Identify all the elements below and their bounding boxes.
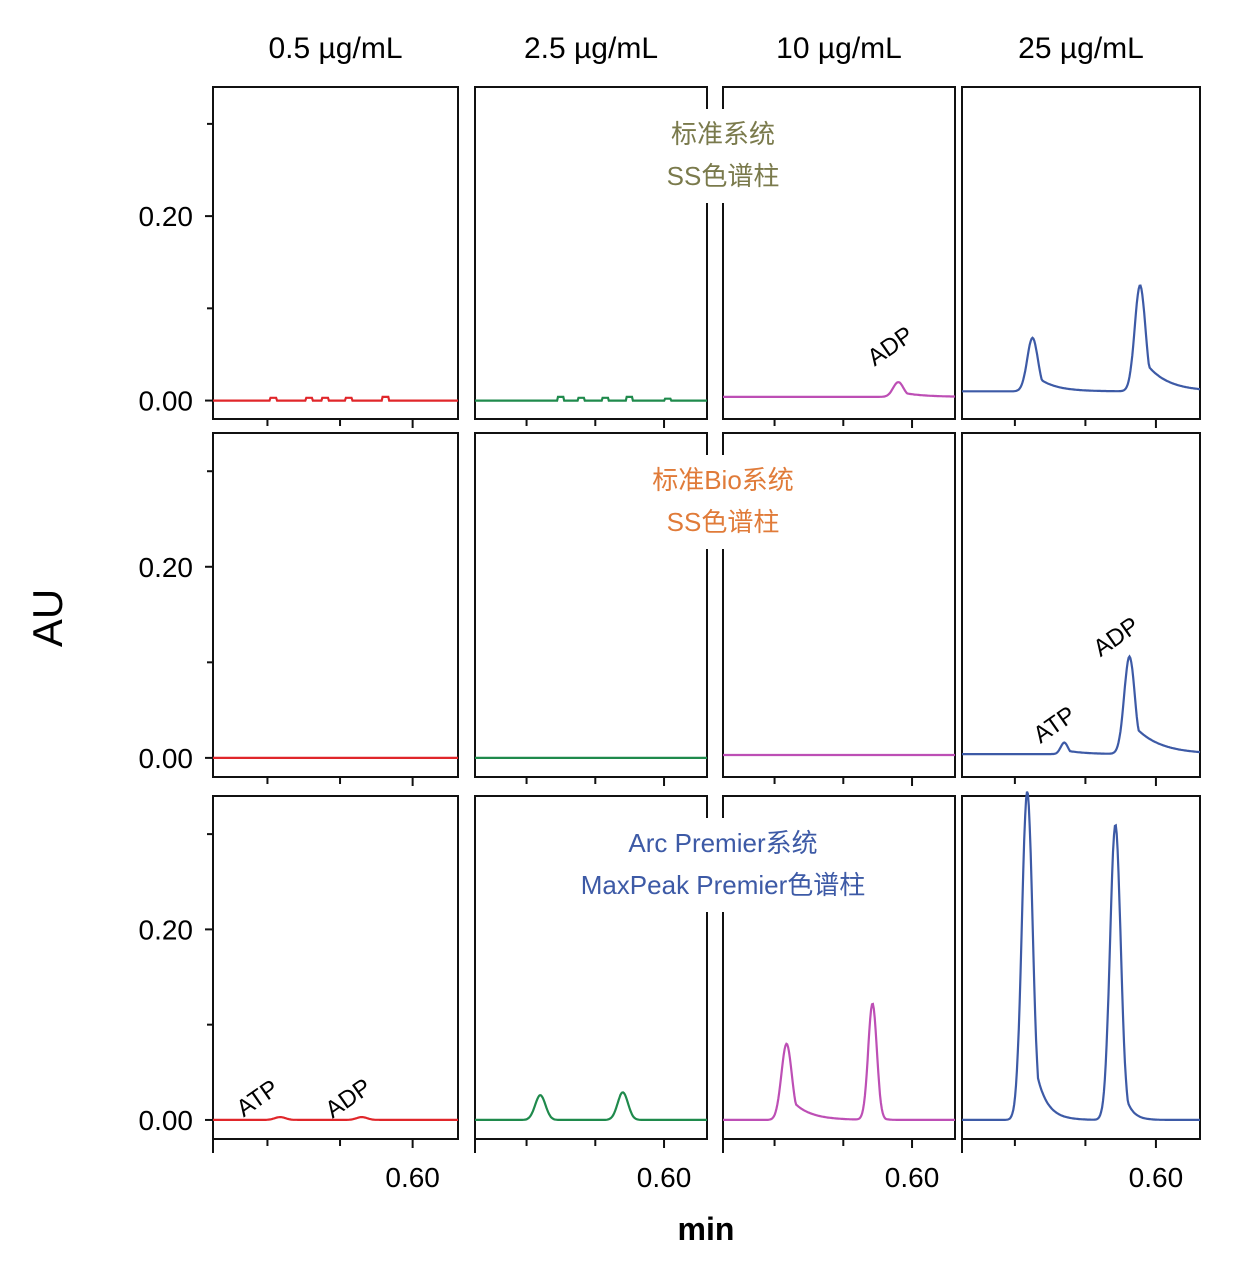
row-label-backdrop xyxy=(543,818,903,912)
panel-frame xyxy=(474,86,708,420)
y-tick-label: 0.00 xyxy=(139,1105,194,1136)
panel-r2-c0 xyxy=(212,795,459,1140)
row-label: 标准系统 xyxy=(671,119,775,149)
peak-annotation: ADP xyxy=(863,321,919,371)
peak-annotation: ADP xyxy=(1088,612,1144,662)
panel-frame xyxy=(212,86,459,420)
panel-r0-c3 xyxy=(961,86,1201,420)
y-tick-label: 0.20 xyxy=(139,201,194,232)
panel-frame xyxy=(961,432,1201,778)
trace-line xyxy=(723,381,955,398)
column-header: 0.5 µg/mL xyxy=(268,32,402,65)
panel-r2-c3 xyxy=(961,795,1201,1140)
peak-annotation: ATP xyxy=(232,1075,284,1123)
panel-r2-c2 xyxy=(722,795,956,1140)
peak-annotation: ADP xyxy=(320,1073,376,1123)
column-header: 2.5 µg/mL xyxy=(524,32,658,65)
panel-frame xyxy=(474,432,708,778)
row-label-backdrop xyxy=(633,455,813,549)
trace-line xyxy=(723,1002,955,1122)
panel-frame xyxy=(722,432,956,778)
x-tick-label: 0.60 xyxy=(885,1162,940,1193)
panel-r0-c0 xyxy=(212,86,459,420)
column-header: 25 µg/mL xyxy=(1018,32,1144,65)
trace-line xyxy=(213,1115,458,1122)
trace-line xyxy=(962,284,1200,393)
row-label-backdrop xyxy=(633,109,813,203)
y-tick-label: 0.20 xyxy=(139,552,194,583)
panel-r1-c1 xyxy=(474,432,708,778)
row-label: MaxPeak Premier色谱柱 xyxy=(581,870,866,900)
y-tick-label: 0.00 xyxy=(139,743,194,774)
panel-r1-c3 xyxy=(961,432,1201,778)
panel-r1-c2 xyxy=(722,432,956,778)
trace-line xyxy=(475,1091,707,1122)
x-tick-label: 0.60 xyxy=(637,1162,692,1193)
column-header: 10 µg/mL xyxy=(776,32,902,65)
panel-r0-c1 xyxy=(474,86,708,420)
panel-r1-c0 xyxy=(212,432,459,778)
x-tick-label: 0.60 xyxy=(385,1162,440,1193)
row-label: SS色谱柱 xyxy=(667,507,780,537)
panel-frame xyxy=(722,86,956,420)
x-tick-label: 0.60 xyxy=(1129,1162,1184,1193)
panel-r0-c2 xyxy=(722,86,956,420)
panel-frame xyxy=(474,795,708,1140)
row-label: 标准Bio系统 xyxy=(652,465,794,495)
panel-r2-c1 xyxy=(474,795,708,1140)
trace-line xyxy=(213,395,458,402)
peak-annotation: ATP xyxy=(1029,701,1081,749)
y-axis-title: AU xyxy=(24,589,71,647)
row-label: Arc Premier系统 xyxy=(628,828,817,858)
y-tick-label: 0.00 xyxy=(139,386,194,417)
panel-frame xyxy=(961,795,1201,1140)
row-label: SS色谱柱 xyxy=(667,161,780,191)
trace-line xyxy=(962,791,1200,1122)
panel-frame xyxy=(212,432,459,778)
trace-line xyxy=(475,395,707,402)
trace-line xyxy=(962,654,1201,756)
y-tick-label: 0.20 xyxy=(139,914,194,945)
panel-frame xyxy=(212,795,459,1140)
panel-frame xyxy=(722,795,956,1140)
x-axis-title: min xyxy=(678,1211,735,1247)
panel-frame xyxy=(961,86,1201,420)
